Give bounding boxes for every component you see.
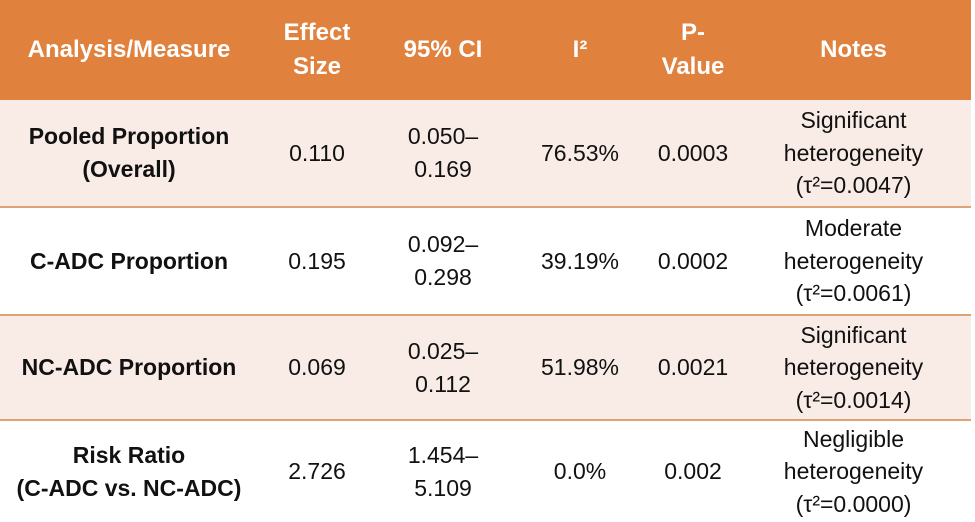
cell-measure: Pooled Proportion (Overall) bbox=[28, 123, 230, 182]
column-header-analysis-measure: Analysis/Measure bbox=[0, 0, 258, 100]
cell-i-squared: 76.53% bbox=[540, 139, 619, 166]
cell-notes: Significant heterogeneity (τ²=0.0014) bbox=[783, 321, 924, 413]
cell-i-squared: 51.98% bbox=[540, 354, 619, 381]
cell-95-ci: 0.050–0.169 bbox=[407, 123, 479, 182]
column-header-p-value: P- Value bbox=[650, 0, 736, 100]
cell-effect-size: 0.069 bbox=[288, 354, 346, 381]
column-header-notes: Notes bbox=[736, 0, 971, 100]
table-row-nc-adc-proportion: NC-ADC Proportion 0.069 0.025–0.112 51.9… bbox=[0, 315, 971, 420]
cell-i-squared: 39.19% bbox=[540, 247, 619, 274]
cell-notes: Significant heterogeneity (τ²=0.0047) bbox=[783, 107, 924, 199]
cell-notes: Moderate heterogeneity (τ²=0.0061) bbox=[783, 215, 924, 307]
header-row: Analysis/Measure Effect Size 95% CI I² P… bbox=[0, 0, 971, 100]
cell-measure: Risk Ratio (C-ADC vs. NC-ADC) bbox=[16, 441, 242, 501]
cell-measure: NC-ADC Proportion bbox=[21, 354, 237, 381]
cell-p-value: 0.0003 bbox=[657, 139, 729, 166]
table-row-risk-ratio: Risk Ratio (C-ADC vs. NC-ADC) 2.726 1.45… bbox=[0, 420, 971, 522]
cell-p-value: 0.0021 bbox=[657, 354, 729, 381]
cell-95-ci: 0.025–0.112 bbox=[407, 337, 479, 397]
cell-95-ci: 0.092–0.298 bbox=[407, 231, 479, 290]
cell-p-value: 0.0002 bbox=[657, 247, 729, 274]
cell-95-ci: 1.454–5.109 bbox=[407, 441, 479, 501]
cell-effect-size: 2.726 bbox=[288, 458, 346, 485]
table-row-pooled-proportion: Pooled Proportion (Overall) 0.110 0.050–… bbox=[0, 100, 971, 207]
column-header-effect-size: Effect Size bbox=[258, 0, 376, 100]
column-header-i-squared: I² bbox=[510, 0, 650, 100]
cell-effect-size: 0.195 bbox=[288, 247, 346, 274]
cell-p-value: 0.002 bbox=[664, 458, 722, 485]
cell-effect-size: 0.110 bbox=[289, 139, 345, 166]
cell-measure: C-ADC Proportion bbox=[29, 247, 229, 274]
column-header-95-ci: 95% CI bbox=[376, 0, 510, 100]
cell-notes: Negligible heterogeneity (τ²=0.0000) bbox=[783, 425, 924, 517]
cell-i-squared: 0.0% bbox=[553, 458, 607, 485]
table-row-c-adc-proportion: C-ADC Proportion 0.195 0.092–0.298 39.19… bbox=[0, 207, 971, 315]
